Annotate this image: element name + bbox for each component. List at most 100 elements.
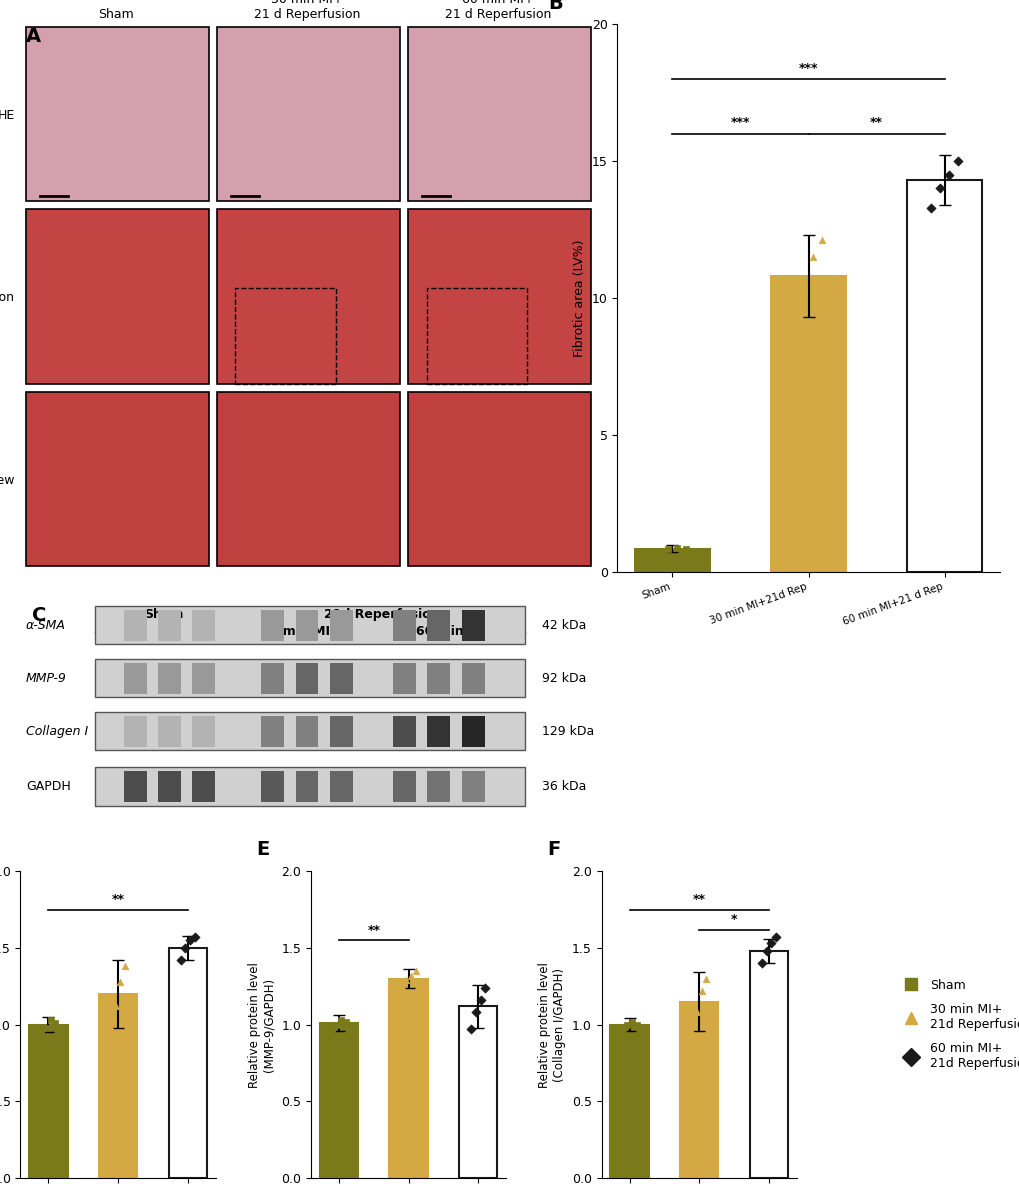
Point: [786, 308, 802, 327]
Bar: [261, 772, 283, 802]
Point: [650, 542, 666, 561]
Bar: [427, 662, 449, 694]
Bar: [296, 772, 318, 802]
Text: ***: ***: [798, 61, 817, 75]
Point: [762, 934, 779, 953]
Point: [941, 165, 957, 184]
Point: [177, 939, 194, 958]
Y-axis label: Fibrotic area (LV%): Fibrotic area (LV%): [573, 239, 586, 357]
Bar: [320, 1023, 358, 1178]
Bar: [30, 1024, 67, 1178]
Bar: [427, 715, 449, 746]
Point: [181, 930, 198, 950]
Point: [922, 198, 938, 218]
Bar: [123, 772, 147, 802]
Point: [688, 1002, 704, 1022]
Bar: [392, 715, 416, 746]
Point: [795, 282, 811, 302]
Bar: [907, 180, 981, 572]
Text: 30 min MI: 30 min MI: [261, 625, 330, 638]
Bar: [329, 609, 353, 641]
Bar: [296, 715, 318, 746]
Bar: [261, 715, 283, 746]
Bar: [389, 978, 427, 1178]
Point: [463, 1019, 479, 1039]
Text: 60 min MI: 60 min MI: [416, 625, 484, 638]
Bar: [158, 772, 180, 802]
Point: [117, 957, 133, 976]
Bar: [427, 772, 449, 802]
Bar: [158, 715, 180, 746]
Point: [47, 1013, 63, 1033]
Bar: [427, 609, 449, 641]
Point: [753, 953, 769, 972]
Text: 92 kDa: 92 kDa: [541, 672, 586, 685]
Point: [684, 1023, 700, 1042]
Bar: [462, 715, 484, 746]
Point: [43, 1011, 59, 1030]
Bar: [680, 1001, 717, 1178]
Bar: [123, 715, 147, 746]
Point: [693, 981, 709, 1000]
Point: [950, 151, 966, 171]
Text: Local view: Local view: [0, 474, 14, 487]
Text: Sham: Sham: [98, 8, 133, 22]
Point: [328, 1014, 344, 1034]
Text: Collagen I: Collagen I: [26, 725, 89, 738]
Point: [107, 996, 123, 1016]
Bar: [392, 609, 416, 641]
Point: [624, 1012, 640, 1031]
Y-axis label: Relative protein level
(Collagen I/GAPDH): Relative protein level (Collagen I/GAPDH…: [538, 962, 566, 1088]
Point: [931, 179, 948, 198]
Point: [172, 951, 189, 970]
Point: [337, 1012, 354, 1031]
Bar: [123, 662, 147, 694]
Point: [477, 978, 493, 998]
Text: MMP-9: MMP-9: [26, 672, 67, 685]
Point: [804, 248, 820, 267]
Bar: [123, 609, 147, 641]
Point: [38, 1018, 54, 1037]
Point: [767, 928, 784, 947]
Point: [186, 928, 203, 947]
Point: [397, 970, 414, 989]
Bar: [462, 662, 484, 694]
Point: [333, 1011, 350, 1030]
Point: [668, 538, 685, 558]
Point: [103, 1018, 119, 1037]
Text: Sham: Sham: [144, 608, 183, 621]
Bar: [329, 662, 353, 694]
Text: ***: ***: [730, 117, 749, 130]
Text: **: **: [111, 893, 124, 906]
Bar: [99, 994, 137, 1178]
Text: A: A: [26, 26, 41, 46]
Text: HE: HE: [0, 109, 14, 121]
Text: 21d Reperfusion: 21d Reperfusion: [323, 608, 439, 621]
Bar: [610, 1024, 648, 1178]
Bar: [193, 772, 215, 802]
Bar: [261, 609, 283, 641]
Text: **: **: [869, 117, 882, 130]
Point: [472, 990, 488, 1010]
Text: E: E: [256, 840, 269, 859]
Legend: Sham, 30 min MI+
21d Reperfusion, 60 min MI+
21d Reperfusion: Sham, 30 min MI+ 21d Reperfusion, 60 min…: [898, 978, 1019, 1070]
Point: [403, 966, 419, 986]
Text: *: *: [730, 914, 737, 927]
Point: [468, 1002, 484, 1022]
Text: Masson: Masson: [0, 291, 14, 304]
Text: **: **: [367, 924, 380, 938]
Text: **: **: [692, 893, 705, 906]
Text: C: C: [32, 606, 46, 625]
Point: [407, 962, 423, 981]
Point: [677, 538, 693, 558]
Text: α-SMA: α-SMA: [26, 619, 66, 631]
Bar: [459, 1006, 497, 1178]
Text: F: F: [546, 840, 559, 859]
Bar: [168, 948, 207, 1178]
Text: 42 kDa: 42 kDa: [541, 619, 586, 631]
Text: GAPDH: GAPDH: [26, 780, 70, 793]
Text: 36 kDa: 36 kDa: [541, 780, 586, 793]
Bar: [392, 772, 416, 802]
Bar: [296, 662, 318, 694]
Bar: [749, 951, 788, 1178]
